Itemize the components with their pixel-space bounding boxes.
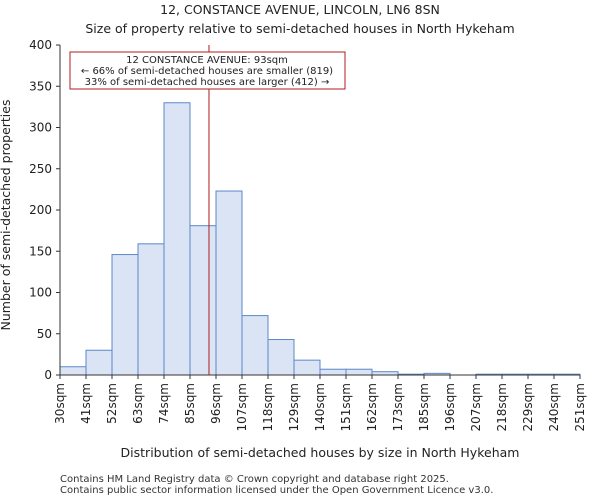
x-tick-label: 63sqm [131, 383, 145, 424]
bar-52sqm [111, 254, 139, 376]
annotation-line-3: 33% of semi-detached houses are larger (… [85, 77, 330, 88]
y-tick-label: 350 [29, 79, 52, 93]
x-tick-label: 229sqm [521, 383, 535, 431]
annotation-box [69, 51, 346, 90]
x-tick-label: 173sqm [391, 383, 405, 431]
bar-107sqm [241, 315, 269, 376]
bar-30sqm [59, 366, 87, 376]
x-tick-label: 140sqm [313, 383, 327, 431]
bar-41sqm [85, 349, 113, 376]
bar-118sqm [267, 339, 295, 376]
x-tick-label: 196sqm [443, 383, 457, 431]
bar-129sqm [293, 359, 321, 376]
x-tick-label: 151sqm [339, 383, 353, 431]
x-tick-label: 30sqm [53, 383, 67, 424]
x-axis-label: Distribution of semi-detached houses by … [121, 445, 520, 460]
annotation-line-2: ← 66% of semi-detached houses are smalle… [81, 66, 333, 77]
bar-140sqm [319, 368, 347, 376]
footer-attribution-2: Contains public sector information licen… [60, 485, 494, 496]
y-axis-ticks: 0 50 100 150 200 250 300 350 400 [29, 38, 60, 382]
y-tick-label: 250 [29, 162, 52, 176]
x-tick-label: 85sqm [183, 383, 197, 424]
x-tick-label: 218sqm [495, 383, 509, 431]
chart-subtitle: Size of property relative to semi-detach… [85, 21, 514, 36]
y-tick-label: 200 [29, 203, 52, 217]
bar-151sqm [345, 368, 373, 376]
bar-85sqm [189, 225, 217, 376]
bar-74sqm [163, 102, 191, 376]
y-tick-label: 100 [29, 286, 52, 300]
x-tick-label: 185sqm [417, 383, 431, 431]
x-tick-label: 52sqm [105, 383, 119, 424]
x-tick-label: 207sqm [469, 383, 483, 431]
y-tick-label: 300 [29, 121, 52, 135]
x-tick-label: 107sqm [235, 383, 249, 431]
bar-63sqm [137, 243, 165, 376]
x-tick-label: 41sqm [79, 383, 93, 424]
annotation-line-1: 12 CONSTANCE AVENUE: 93sqm [126, 55, 288, 66]
bars [59, 102, 581, 376]
bar-96sqm [215, 190, 243, 376]
y-axis-label: Number of semi-detached properties [0, 100, 13, 331]
y-tick-label: 50 [37, 327, 52, 341]
footer-attribution-1: Contains HM Land Registry data © Crown c… [60, 474, 449, 485]
x-tick-label: 96sqm [209, 383, 223, 424]
x-axis-ticks: 30sqm 41sqm 52sqm 63sqm 74sqm 85sqm 96sqm 107sq… [53, 375, 587, 431]
x-tick-label: 118sqm [261, 383, 275, 431]
y-tick-label: 0 [44, 368, 52, 382]
x-tick-label: 251sqm [573, 383, 587, 431]
y-tick-label: 400 [29, 38, 52, 52]
x-tick-label: 74sqm [157, 383, 171, 424]
x-tick-label: 240sqm [547, 383, 561, 431]
x-tick-label: 162sqm [365, 383, 379, 431]
y-tick-label: 150 [29, 244, 52, 258]
x-tick-label: 129sqm [287, 383, 301, 431]
chart-title: 12, CONSTANCE AVENUE, LINCOLN, LN6 8SN [160, 2, 440, 17]
